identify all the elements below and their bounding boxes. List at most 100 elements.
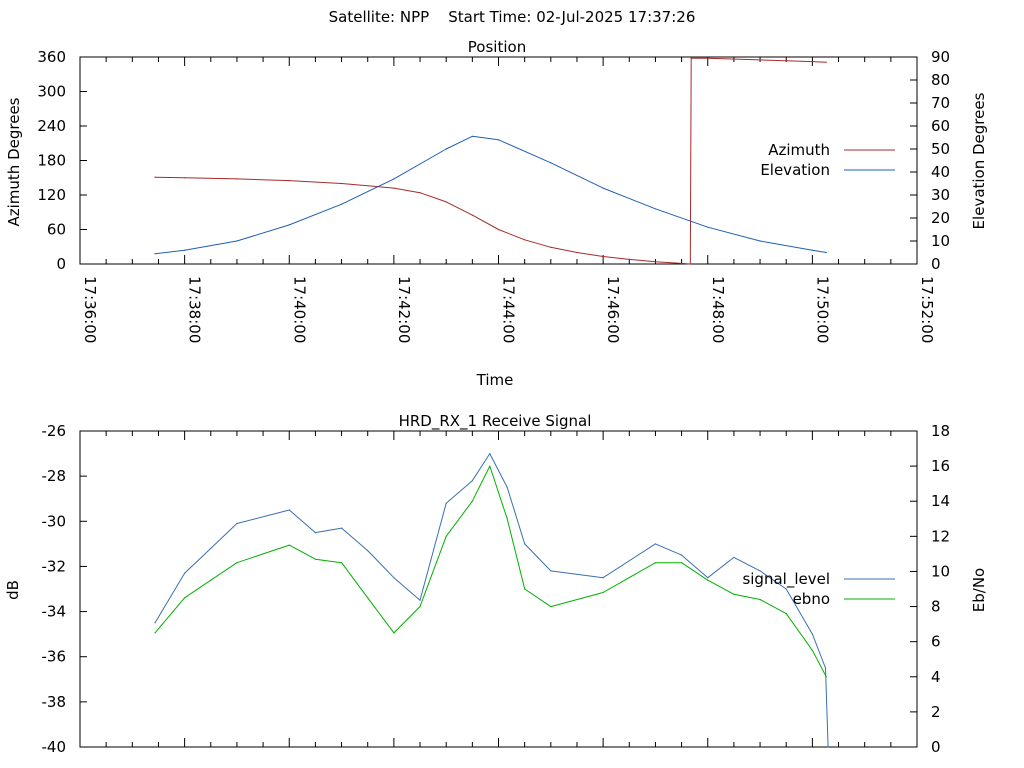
data-point — [393, 178, 395, 180]
data-point — [681, 262, 683, 264]
signal-chart: HRD_RX_1 Receive Signal dB Eb/No -40-38-… — [4, 412, 988, 756]
data-point — [288, 509, 290, 511]
y2-tick-label: 12 — [931, 527, 950, 545]
data-point — [654, 543, 657, 545]
position-chart-title: Position — [468, 38, 526, 56]
data-point — [524, 239, 526, 241]
data-point — [489, 465, 491, 467]
y2-tick-label: 30 — [931, 186, 950, 204]
position-chart-axes: 17:36:00 17:38:00 17:40:00 17:42:00 17:44:00… — [37, 48, 950, 343]
y2-tick-label: 14 — [931, 492, 950, 510]
signal-chart-y2-label: Eb/No — [970, 568, 988, 612]
data-point — [654, 562, 657, 564]
data-point — [811, 649, 814, 652]
series-line-signal-level — [154, 453, 829, 748]
data-point — [445, 148, 447, 150]
data-point — [341, 562, 343, 564]
data-point — [445, 502, 447, 504]
y2-tick-label: 0 — [931, 255, 941, 273]
page-title: Satellite: NPP Start Time: 02-Jul-2025 1… — [329, 8, 696, 26]
data-point — [759, 598, 761, 601]
data-point — [506, 518, 508, 520]
data-point — [154, 622, 156, 624]
data-point — [524, 543, 526, 545]
y2-tick-label: 2 — [931, 703, 941, 721]
series-line-elevation — [154, 135, 827, 255]
y-tick-label: -30 — [42, 512, 67, 530]
data-point — [524, 588, 526, 590]
data-point — [550, 570, 552, 572]
data-point — [445, 535, 447, 537]
data-point — [184, 249, 186, 251]
position-chart-legend: Azimuth Elevation — [760, 141, 895, 179]
data-point — [489, 453, 491, 455]
data-point — [236, 522, 238, 525]
data-point — [628, 258, 630, 260]
data-point — [393, 187, 395, 189]
legend-label: signal_level — [742, 570, 830, 589]
y-tick-label: 240 — [37, 117, 66, 135]
data-point — [550, 606, 552, 608]
data-point — [681, 554, 683, 556]
data-point — [602, 577, 604, 579]
y-tick-label: -32 — [42, 557, 67, 575]
data-point — [654, 261, 657, 263]
legend-label: Elevation — [760, 161, 830, 179]
data-point — [154, 176, 156, 178]
data-point — [654, 208, 657, 210]
data-point — [184, 177, 186, 179]
data-point — [707, 579, 709, 581]
position-chart: Position Azimuth Degrees Elevation Degre… — [5, 38, 988, 389]
data-point — [288, 224, 290, 226]
series-line-azimuth — [154, 57, 827, 265]
data-point — [288, 544, 290, 546]
x-tick-label: 17:36:00 — [81, 276, 99, 343]
data-point — [707, 577, 709, 579]
y2-tick-label: 50 — [931, 140, 950, 158]
y2-tick-label: 20 — [931, 209, 950, 227]
data-point — [184, 572, 186, 574]
y2-tick-label: 60 — [931, 117, 950, 135]
y2-tick-label: 80 — [931, 71, 950, 89]
x-tick-label: 17:52:00 — [918, 276, 936, 343]
data-point — [690, 57, 692, 59]
data-point — [314, 532, 316, 534]
data-point — [445, 201, 447, 203]
data-point — [824, 667, 827, 669]
data-point — [759, 240, 761, 242]
data-point — [236, 240, 238, 242]
y2-tick-label: 40 — [931, 163, 950, 181]
data-point — [707, 226, 709, 228]
y-tick-label: 120 — [37, 186, 66, 204]
y2-tick-label: 90 — [931, 48, 950, 66]
data-point — [785, 588, 787, 590]
x-tick-label: 17:40:00 — [290, 276, 308, 343]
data-point — [733, 556, 735, 559]
data-point — [236, 562, 238, 564]
y2-tick-label: 70 — [931, 94, 950, 112]
data-point — [367, 597, 369, 599]
data-point — [576, 251, 578, 254]
data-point — [419, 606, 421, 608]
y2-tick-label: 10 — [931, 232, 950, 250]
data-point — [367, 550, 369, 552]
position-chart-y2-label: Elevation Degrees — [970, 92, 988, 229]
y-tick-label: 0 — [56, 255, 66, 273]
signal-chart-series — [154, 453, 829, 748]
x-tick-label: 17:42:00 — [395, 276, 413, 343]
data-point — [236, 178, 238, 180]
data-point — [341, 182, 343, 185]
y-tick-label: 180 — [37, 152, 66, 170]
data-point — [154, 632, 156, 634]
y-tick-label: 60 — [47, 221, 66, 239]
data-point — [602, 187, 604, 189]
data-point — [210, 579, 212, 581]
data-point — [602, 591, 604, 594]
data-point — [681, 562, 683, 564]
data-point — [707, 57, 709, 59]
y-tick-label: -38 — [42, 693, 67, 711]
y2-tick-label: 10 — [931, 562, 950, 580]
y-tick-label: 360 — [37, 48, 66, 66]
y2-tick-label: 6 — [931, 633, 941, 651]
